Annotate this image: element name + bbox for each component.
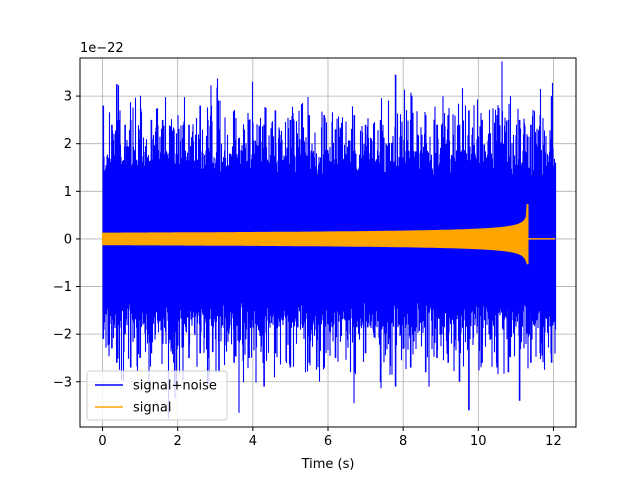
y-tick-label: 3 [64,90,72,105]
y-axis: −3 −2 −1 0 1 2 3 [53,90,80,390]
y-tick-label: −2 [53,328,72,343]
x-tick-label: 8 [399,434,407,449]
y-tick-label: −3 [53,375,72,390]
x-axis: 0 2 4 6 8 10 12 [98,427,562,449]
x-tick-label: 6 [324,434,332,449]
y-tick-label: 0 [64,232,72,247]
y-tick-label: 1 [64,185,72,200]
x-tick-label: 12 [545,434,562,449]
x-tick-label: 0 [98,434,106,449]
y-tick-label: 2 [64,137,72,152]
x-axis-label: Time (s) [301,457,355,472]
legend-label: signal+noise [133,379,217,394]
x-tick-label: 10 [470,434,487,449]
x-tick-label: 4 [249,434,257,449]
series-area [101,61,557,419]
y-tick-label: −1 [53,280,72,295]
series-signal-envelope [101,204,529,265]
legend: signal+noise signal [86,370,228,421]
y-axis-scale-label: 1e−22 [80,41,124,56]
legend-label: signal [133,401,171,416]
plot-area [101,61,557,419]
x-tick-label: 2 [174,434,182,449]
